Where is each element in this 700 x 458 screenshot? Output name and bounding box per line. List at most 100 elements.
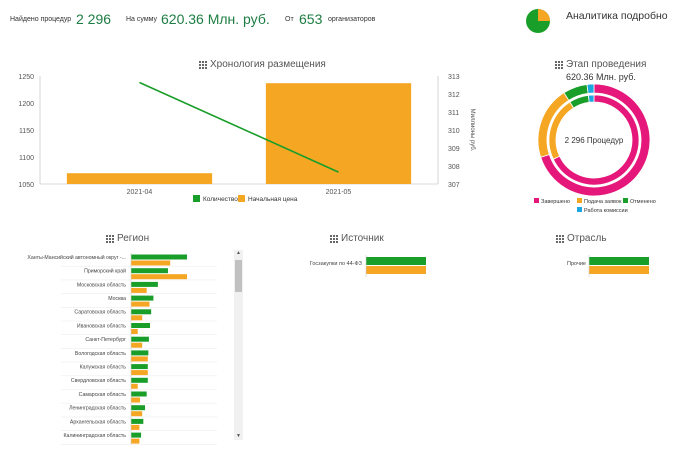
category-label: Прочие [567,261,586,267]
category-label: Ивановская область [77,323,126,329]
category-label: Ханты-Мансийский автономный округ -... [27,254,126,261]
price-bar [131,370,148,376]
price-bar [131,342,143,348]
count-bar [131,391,147,397]
stage-legend-swatch [623,198,628,203]
count-line [139,81,339,173]
count-bar [131,405,145,411]
region-title: Регион [106,233,149,244]
count-bar [131,364,148,370]
analytics-detail-link[interactable]: Аналитика подробно [566,10,668,22]
stage-legend-label: Отменено [630,199,656,205]
y-right-tick-label: 310 [448,128,460,135]
count-bar [131,418,144,424]
region-chart: Ханты-Мансийский автономный округ -... Пр… [27,253,217,445]
stage-legend-label: Подача заявок [584,199,622,205]
count-bar [131,254,187,260]
source-title: Источник [330,233,384,244]
price-bar [366,266,426,274]
grid-icon [106,234,114,243]
count-bar [131,268,168,274]
legend-label-count: Количество [203,196,238,203]
y-right-axis-label: Миллионы руб. [469,109,475,152]
category-label: Калужская область [80,364,127,370]
stage-outer-slice [586,83,595,94]
chronology-chart: 1050 1100 1150 1200 1250 307 308 309 310 311 312 31… [18,74,475,203]
found-value: 2 296 [76,11,112,27]
summary-bar: Найдено процедур 2 296 На сумму 620.36 М… [0,0,700,44]
org-suffix: организаторов [328,16,376,23]
y-left-tick-label: 1200 [18,101,34,108]
stage-donut-chart: 2 296 Процедур Завершено Подача заявок Отме… [534,83,656,214]
stage-inner-slice [587,94,595,103]
grid-icon [199,60,207,69]
price-bar [131,438,140,444]
category-label: Санкт-Петербург [85,337,126,343]
grid-icon [330,234,338,243]
x-tick-label: 2021-04 [127,189,153,196]
category-label: Калининградская область [64,433,127,439]
y-right-tick-label: 313 [448,74,460,81]
category-label: Госзакупки по 44-ФЗ [310,261,363,267]
source-chart: Госзакупки по 44-ФЗ [310,255,426,277]
stage-subtitle: 620.36 Млн. руб. [566,72,636,82]
price-bar [131,356,148,362]
scroll-down-icon[interactable]: ▼ [236,433,241,439]
price-bar [131,411,143,417]
y-right-tick-label: 311 [448,110,459,117]
legend-label-price: Начальная цена [248,196,298,203]
category-label: Саратовская область [74,310,126,316]
stage-legend-label: Работа комиссии [584,208,628,214]
count-bar [131,281,158,287]
found-label: Найдено процедур [10,16,72,23]
org-value: 653 [299,11,323,27]
y-left-tick-label: 1050 [18,182,34,189]
category-label: Самарская область [79,392,127,398]
price-bar [66,173,213,184]
scroll-up-icon[interactable]: ▲ [236,250,241,256]
x-tick-label: 2021-05 [326,189,352,196]
price-bar [131,424,140,430]
category-label: Архангельская область [70,419,126,425]
count-bar [131,295,154,301]
stage-legend-swatch [534,198,539,203]
count-bar [131,432,142,438]
count-bar [589,257,649,265]
grid-icon [556,234,564,243]
stage-legend-swatch [577,198,582,203]
industry-title: Отрасль [556,233,607,244]
count-bar [131,377,148,383]
analytics-pie-icon[interactable] [524,7,552,35]
count-bar [131,350,149,356]
sum-label: На сумму [126,16,158,23]
industry-chart: Прочие [567,255,649,277]
price-bar [131,383,138,389]
price-bar [131,260,171,266]
legend-swatch-price [238,195,245,202]
price-bar [131,301,150,307]
stage-legend-label: Завершено [541,199,570,205]
category-label: Московская область [77,282,126,288]
price-bar [131,315,143,321]
category-label: Вологодская область [75,351,126,357]
region-scrollbar[interactable] [234,250,243,440]
price-bar [131,397,140,403]
price-bar [589,266,649,274]
chronology-title: Хронология размещения [199,59,326,70]
y-left-tick-label: 1100 [19,155,34,162]
stage-title: Этап проведения [555,59,646,70]
category-label: Ленинградская область [69,406,126,412]
sum-value: 620.36 Млн. руб. [161,11,270,27]
legend-swatch-count [193,195,200,202]
y-right-tick-label: 312 [448,92,460,99]
price-bar [131,274,187,280]
org-label: От [285,16,294,23]
price-bar [131,287,147,293]
count-bar [366,257,426,265]
y-left-tick-label: 1150 [19,128,34,135]
category-label: Приморский край [84,268,126,275]
price-bar [131,329,138,334]
grid-icon [555,60,563,69]
region-scrollbar-thumb[interactable] [235,260,242,292]
count-bar [131,323,151,328]
